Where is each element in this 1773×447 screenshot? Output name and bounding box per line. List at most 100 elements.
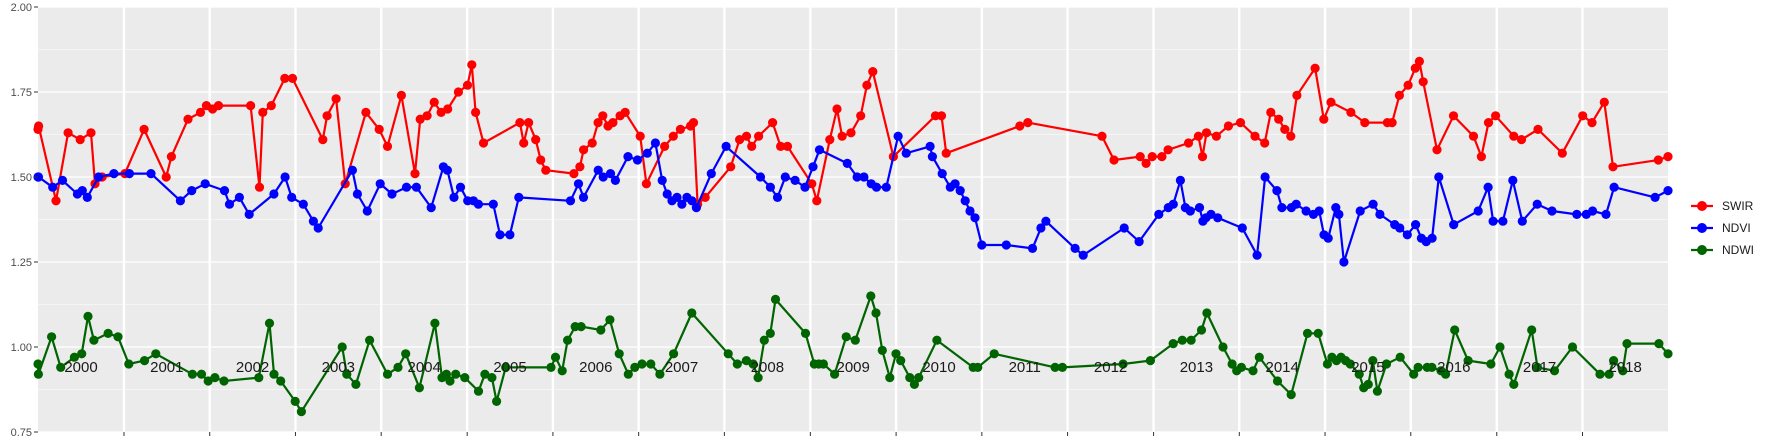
- data-point-ndvi: [1070, 243, 1080, 253]
- data-point-swir: [462, 80, 473, 90]
- data-point-ndwi: [1381, 359, 1392, 369]
- data-point-swir: [675, 124, 686, 134]
- data-point-ndwi: [460, 373, 470, 383]
- data-point-ndwi: [1236, 362, 1246, 372]
- year-label: 2000: [64, 359, 97, 376]
- data-point-swir: [1448, 111, 1459, 121]
- data-point-swir: [195, 107, 206, 117]
- data-point-ndvi: [691, 203, 702, 213]
- data-point-swir: [1023, 118, 1033, 128]
- y-tick-label: 1.50: [11, 172, 32, 184]
- data-point-swir: [1015, 121, 1025, 131]
- data-point-ndvi: [1194, 203, 1205, 213]
- data-point-ndvi: [411, 182, 421, 192]
- data-point-ndvi: [219, 186, 230, 196]
- data-point-swir: [856, 111, 866, 121]
- data-point-ndwi: [877, 345, 887, 355]
- data-point-ndvi: [82, 192, 92, 202]
- data-point-ndvi: [790, 175, 800, 185]
- data-point-swir: [587, 138, 597, 148]
- data-point-ndvi: [224, 199, 235, 209]
- data-point-swir: [374, 124, 384, 134]
- data-point-swir: [1476, 152, 1486, 162]
- data-point-ndwi: [909, 379, 920, 389]
- data-point-ndwi: [1363, 379, 1373, 389]
- data-point-ndwi: [800, 328, 811, 338]
- data-point-ndvi: [573, 179, 584, 189]
- data-point-ndwi: [1532, 362, 1543, 372]
- y-tick-label: 1.25: [11, 257, 32, 269]
- data-point-swir: [620, 107, 630, 117]
- data-point-ndwi: [351, 379, 361, 389]
- data-point-ndwi: [614, 349, 624, 359]
- data-point-swir: [471, 107, 481, 117]
- data-point-ndwi: [1413, 362, 1423, 372]
- data-point-ndvi: [1334, 209, 1344, 219]
- data-point-swir: [1319, 114, 1329, 124]
- data-point-ndwi: [765, 328, 775, 338]
- data-point-ndwi: [563, 335, 573, 345]
- data-point-swir: [453, 87, 463, 97]
- data-point-ndvi: [442, 165, 452, 175]
- data-point-ndvi: [1272, 186, 1282, 196]
- data-point-ndwi: [47, 332, 57, 342]
- data-point-ndwi: [1527, 325, 1537, 335]
- data-point-ndwi: [487, 373, 497, 383]
- data-point-swir: [287, 73, 298, 83]
- data-point-swir: [1197, 152, 1208, 162]
- data-point-ndwi: [1196, 325, 1207, 335]
- data-point-ndvi: [234, 192, 244, 202]
- data-point-ndvi: [352, 189, 362, 199]
- data-point-ndwi: [1441, 369, 1451, 379]
- data-point-swir: [1387, 118, 1397, 128]
- data-point-swir: [1509, 131, 1519, 141]
- data-point-ndwi: [637, 359, 647, 369]
- legend-item-ndvi: NDVI: [1691, 221, 1751, 235]
- y-axis: 0.75 1.00 1.25 1.50 1.75 2.00: [11, 2, 38, 439]
- data-point-ndvi: [893, 131, 903, 141]
- series-ndwi: [33, 291, 1673, 417]
- data-point-ndwi: [103, 328, 113, 338]
- data-point-ndwi: [1604, 369, 1614, 379]
- series-line-ndwi: [36, 294, 1669, 413]
- data-point-ndvi: [473, 199, 483, 209]
- data-point-ndvi: [565, 196, 576, 206]
- data-point-swir: [266, 101, 276, 111]
- data-point-ndvi: [48, 182, 58, 192]
- data-point-ndwi: [1168, 339, 1178, 349]
- data-point-ndvi: [244, 209, 254, 219]
- data-point-ndvi: [677, 199, 687, 209]
- data-point-ndwi: [1504, 369, 1514, 379]
- data-point-swir: [1578, 111, 1588, 121]
- data-point-ndwi: [818, 359, 829, 369]
- data-point-ndwi: [451, 369, 461, 379]
- data-point-swir: [541, 165, 551, 175]
- data-point-swir: [1183, 138, 1194, 148]
- data-point-ndvi: [1449, 220, 1459, 230]
- data-point-ndwi: [605, 315, 615, 325]
- data-point-swir: [635, 131, 645, 141]
- data-point-swir: [1326, 97, 1336, 107]
- data-point-ndwi: [1486, 359, 1496, 369]
- data-point-swir: [1292, 90, 1302, 100]
- data-point-swir: [660, 141, 670, 151]
- data-point-ndwi: [492, 396, 502, 406]
- data-point-swir: [1663, 152, 1673, 162]
- y-tick-label: 1.00: [11, 342, 32, 354]
- data-point-ndvi: [1277, 203, 1287, 213]
- data-point-ndwi: [445, 376, 455, 386]
- data-point-swir: [258, 107, 268, 117]
- data-point-swir: [396, 90, 406, 100]
- data-point-swir: [443, 104, 453, 114]
- data-point-ndvi: [977, 240, 987, 250]
- data-point-ndvi: [632, 155, 643, 165]
- data-point-swir: [1250, 131, 1260, 141]
- data-point-swir: [776, 141, 786, 151]
- data-point-ndvi: [269, 189, 279, 199]
- data-point-swir: [75, 135, 85, 145]
- data-point-ndwi: [630, 362, 640, 372]
- data-point-ndwi: [687, 308, 697, 318]
- data-point-ndwi: [1495, 342, 1505, 352]
- data-point-ndwi: [623, 369, 633, 379]
- data-point-ndwi: [276, 376, 286, 386]
